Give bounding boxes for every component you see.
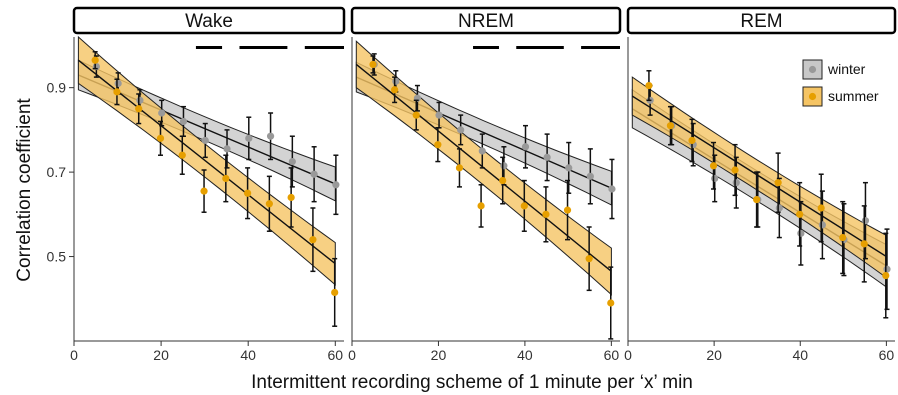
summer-point [156, 134, 165, 142]
summer-point [455, 164, 464, 172]
x-tick-label: 20 [706, 347, 722, 363]
summer-point [243, 189, 252, 197]
summer-regression-line [77, 59, 336, 265]
winter-point [478, 147, 486, 155]
facet-strip [626, 6, 897, 35]
panel-rem: REM 0 20 40 60 [624, 6, 897, 363]
winter-point [500, 162, 508, 170]
winter-point [245, 134, 253, 142]
legend-point-summer [808, 92, 817, 101]
summer-point [412, 111, 420, 119]
facet-strip [72, 6, 346, 35]
legend: winter summer [802, 59, 879, 107]
winter-point [158, 109, 166, 117]
x-tick-label: 0 [348, 347, 356, 363]
summer-point [585, 255, 593, 263]
x-tick-label: 20 [153, 347, 169, 363]
summer-point [796, 210, 804, 218]
y-tick-label: 0.7 [47, 164, 67, 180]
x-tick-label: 60 [328, 347, 344, 363]
winter-point [586, 172, 594, 180]
x-tick-label: 0 [70, 347, 78, 363]
summer-point [265, 200, 273, 208]
facet-strip-label: NREM [458, 11, 514, 32]
x-tick-label: 40 [240, 347, 256, 363]
legend-point-winter [808, 65, 817, 74]
panel-wake: Wake 0 20 40 60 [70, 6, 346, 363]
x-tick-label: 60 [879, 347, 895, 363]
winter-point [883, 265, 891, 273]
summer-point [520, 202, 528, 210]
x-tick-label: 20 [431, 347, 447, 363]
winter-point [565, 164, 573, 172]
x-tick-label: 60 [604, 347, 620, 363]
winter-point [288, 157, 296, 166]
summer-point [839, 233, 847, 242]
winter-point [457, 126, 465, 134]
summer-point [309, 236, 317, 244]
summer-point [817, 204, 825, 212]
x-tick-label: 40 [792, 347, 808, 363]
winter-point [179, 117, 188, 126]
summer-point [477, 202, 485, 210]
winter-point [861, 217, 870, 225]
x-tick-label: 40 [517, 347, 533, 363]
facet-strip-label: REM [740, 11, 782, 32]
summer-point [331, 288, 339, 297]
summer-point [369, 60, 377, 69]
summer-point [882, 271, 890, 280]
winter-point [201, 136, 209, 145]
summer-point [752, 195, 761, 204]
winter-point [711, 174, 719, 183]
winter-point [266, 132, 275, 140]
summer-point [542, 210, 550, 218]
winter-point [435, 111, 443, 119]
summer-point [499, 176, 507, 185]
summer-point [434, 141, 442, 149]
summer-point [91, 56, 99, 64]
winter-point [392, 77, 400, 85]
summer-point [222, 174, 230, 183]
panels: 0.5 0.7 0.9 Wake 0 20 40 60 NREM 0 20 40 60 REM 0 20 40 6… [47, 6, 897, 363]
summer-point [391, 86, 399, 94]
x-tick-label: 0 [624, 347, 632, 363]
y-axis-title: Correlation coefficient [14, 98, 35, 282]
summer-point [645, 81, 653, 90]
x-axis-title: Intermittent recording scheme of 1 minut… [251, 372, 693, 393]
winter-point [332, 181, 340, 189]
facet-strip-label: Wake [185, 11, 233, 32]
winter-point [310, 170, 318, 178]
winter-point [114, 79, 122, 88]
y-tick-label: 0.5 [47, 249, 67, 265]
winter-point [521, 143, 530, 151]
panel-nrem: NREM 0 20 40 60 [348, 6, 622, 363]
summer-point [666, 122, 675, 130]
summer-point [709, 162, 718, 170]
summer-point [178, 151, 186, 159]
summer-point [563, 206, 572, 214]
summer-point [731, 166, 739, 174]
summer-point [287, 193, 295, 202]
winter-point [136, 96, 144, 104]
winter-point [543, 153, 551, 161]
legend-label-winter: winter [827, 61, 866, 77]
facet-strip [350, 6, 622, 35]
summer-point [607, 299, 615, 307]
winter-point [732, 179, 740, 187]
winter-point [797, 229, 805, 237]
winter-point [608, 185, 616, 193]
winter-point [223, 145, 231, 153]
summer-point [774, 179, 782, 187]
summer-point [200, 187, 208, 195]
winter-point [818, 221, 826, 229]
legend-label-summer: summer [828, 88, 879, 104]
summer-point [135, 105, 143, 113]
y-tick-label: 0.9 [47, 80, 67, 96]
summer-point [688, 136, 696, 145]
summer-point [113, 88, 121, 96]
summer-point [860, 240, 868, 248]
winter-point [775, 204, 783, 212]
